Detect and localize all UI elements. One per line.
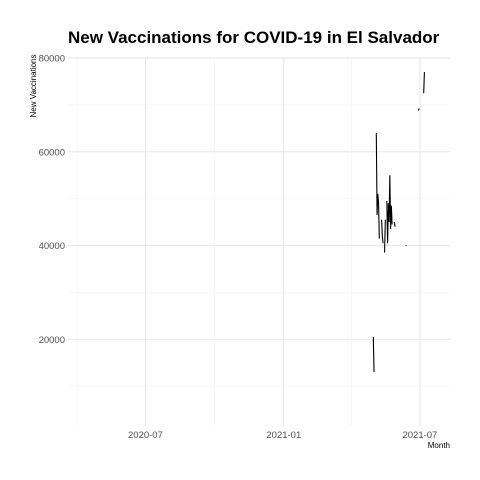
y-tick-label: 20000 xyxy=(39,335,65,346)
y-tick-label: 40000 xyxy=(39,241,65,252)
series-line-segment xyxy=(384,219,386,253)
x-axis-label: Month xyxy=(428,441,450,450)
chart-title: New Vaccinations for COVID-19 in El Salv… xyxy=(68,28,440,47)
y-axis-label: New Vaccinations xyxy=(29,55,38,118)
data-series xyxy=(372,72,425,373)
x-tick-label: 2020-07 xyxy=(128,430,163,441)
series-line-segment xyxy=(375,133,380,239)
x-tick-label: 2021-01 xyxy=(266,430,301,441)
series-line-segment xyxy=(393,221,396,227)
series-line-segment xyxy=(372,336,375,373)
series-line-segment xyxy=(423,72,425,94)
axes: 2020-07 2021-01 2021-07 20000 40000 6000… xyxy=(39,54,438,442)
y-tick-label: 60000 xyxy=(39,147,65,158)
grid xyxy=(68,57,450,426)
x-tick-label: 2021-07 xyxy=(402,430,437,441)
series-line-segment xyxy=(381,219,384,244)
y-tick-label: 80000 xyxy=(39,54,65,65)
series-line-segment xyxy=(417,108,420,111)
series-line-segment xyxy=(386,175,393,244)
